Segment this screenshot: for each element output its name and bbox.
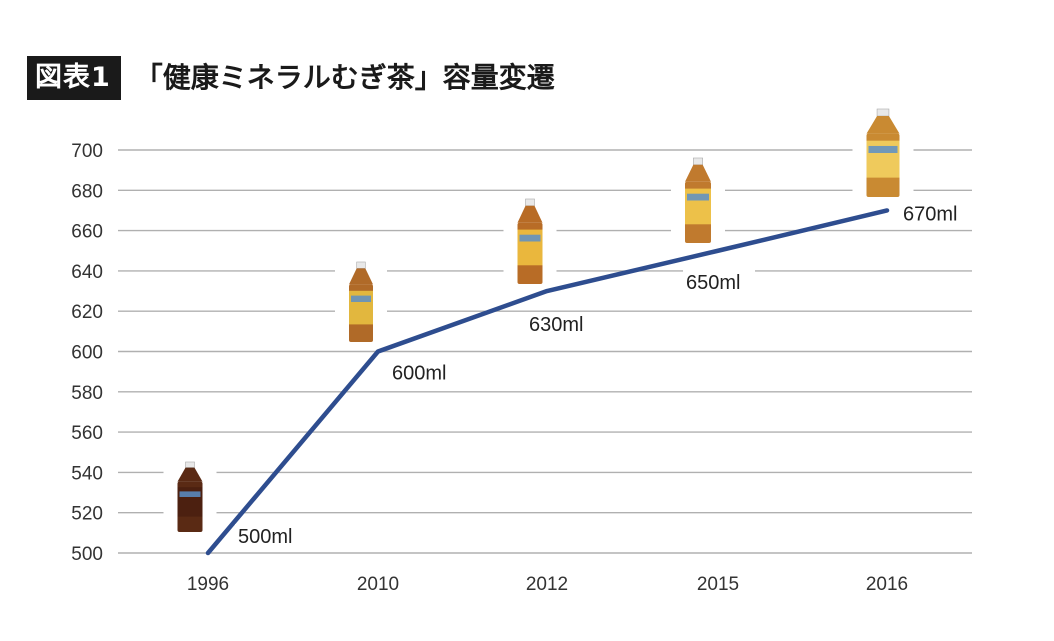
data-label: 500ml xyxy=(235,524,307,549)
data-label-bg xyxy=(900,201,972,227)
x-tick-label: 1996 xyxy=(187,574,229,595)
y-tick-label: 640 xyxy=(71,262,103,283)
x-tick-label: 2016 xyxy=(866,574,908,595)
y-tick-label: 700 xyxy=(71,141,103,162)
bottle-label-stripe xyxy=(179,491,201,497)
data-label: 630ml xyxy=(526,312,598,338)
bottle-shoulder xyxy=(685,164,711,182)
bottle-label-stripe xyxy=(868,145,898,153)
y-tick-label: 540 xyxy=(71,463,103,484)
data-label: 670ml xyxy=(900,201,972,227)
data-label-text: 600ml xyxy=(392,363,446,385)
figure-badge: 図表1 xyxy=(27,56,121,100)
series-line-group xyxy=(205,208,890,556)
bottle-shoulder xyxy=(517,205,543,223)
bottle-cap xyxy=(185,461,195,468)
data-labels: 500ml 600ml 630ml 650ml 670ml xyxy=(235,201,972,549)
bottle-images xyxy=(163,105,914,536)
y-tick-label: 660 xyxy=(71,222,103,243)
x-tick-label: 2010 xyxy=(357,574,399,595)
bottle-icon xyxy=(671,154,725,247)
chart-title: 図表1 「健康ミネラルむぎ茶」容量変遷 xyxy=(27,56,555,100)
data-label: 650ml xyxy=(683,269,755,295)
bottle-icon xyxy=(503,195,557,288)
y-axis-ticks: 500 520 540 560 580 600 620 640 660 680 700 xyxy=(71,141,103,565)
bottle-icon xyxy=(335,258,387,346)
bottle-shoulder xyxy=(349,268,373,285)
data-label-text: 670ml xyxy=(903,203,957,225)
bottle-cap xyxy=(525,198,535,207)
bottle-label-stripe xyxy=(687,193,709,201)
y-tick-label: 620 xyxy=(71,302,103,323)
y-tick-label: 560 xyxy=(71,423,103,444)
y-tick-label: 520 xyxy=(71,504,103,525)
data-label-text: 500ml xyxy=(238,526,292,548)
bottle-cap xyxy=(356,261,366,269)
y-tick-label: 680 xyxy=(71,181,103,202)
bottle-label-stripe xyxy=(351,295,371,302)
data-label-bg xyxy=(683,269,755,295)
y-tick-label: 500 xyxy=(71,544,103,565)
bottle-label-stripe xyxy=(519,234,541,242)
x-tick-label: 2015 xyxy=(697,574,739,595)
bottle-shoulder xyxy=(866,116,900,134)
data-label-bg xyxy=(389,360,461,386)
data-label-text: 630ml xyxy=(529,314,583,336)
bottle-icon xyxy=(852,105,914,201)
x-axis-ticks: 1996 2010 2012 2015 2016 xyxy=(187,574,908,595)
x-tick-label: 2012 xyxy=(526,574,568,595)
data-label-text: 650ml xyxy=(686,272,740,294)
data-label: 600ml xyxy=(389,360,461,386)
title-text: 「健康ミネラルむぎ茶」容量変遷 xyxy=(134,61,555,94)
y-tick-label: 600 xyxy=(71,343,103,364)
bottle-icon xyxy=(163,458,217,536)
bottle-cap xyxy=(876,108,890,117)
data-label-bg xyxy=(235,524,307,549)
y-tick-label: 580 xyxy=(71,383,103,404)
bottle-shoulder xyxy=(177,467,203,482)
bottle-cap xyxy=(693,157,703,166)
data-label-bg xyxy=(526,312,598,338)
